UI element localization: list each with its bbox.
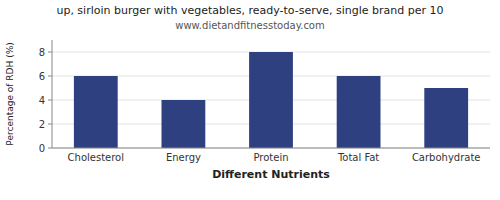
title: up, sirloin burger with vegetables, read… [56, 4, 443, 17]
y-tick [48, 148, 52, 149]
bars [74, 52, 468, 148]
bar [74, 76, 118, 148]
x-tick-label: Cholesterol [68, 152, 124, 163]
y-tick-label: 8 [39, 47, 45, 58]
x-tick-label: Protein [253, 152, 288, 163]
y-tick-label: 6 [39, 71, 45, 82]
y-tick [48, 76, 52, 77]
y-tick-label: 4 [39, 95, 45, 106]
y-tick-label: 2 [39, 119, 45, 130]
grid-line [52, 148, 490, 149]
y-axis-line [52, 40, 53, 148]
subtitle: www.dietandfitnesstoday.com [175, 20, 324, 31]
chart: up, sirloin burger with vegetables, read… [0, 0, 500, 200]
bar [424, 88, 468, 148]
x-tick-label: Total Fat [337, 152, 379, 163]
y-tick-label: 0 [39, 143, 45, 154]
x-axis-line [52, 148, 490, 149]
grid [52, 52, 490, 148]
bar [249, 52, 293, 148]
bar [337, 76, 381, 148]
x-tick-label: Carbohydrate [412, 152, 481, 163]
y-tick [48, 52, 52, 53]
bar [162, 100, 206, 148]
x-axis-label: Different Nutrients [212, 168, 330, 181]
y-tick [48, 124, 52, 125]
x-tick-label: Energy [166, 152, 201, 163]
y-tick [48, 100, 52, 101]
y-axis-label: Percentage of RDH (%) [5, 42, 15, 145]
